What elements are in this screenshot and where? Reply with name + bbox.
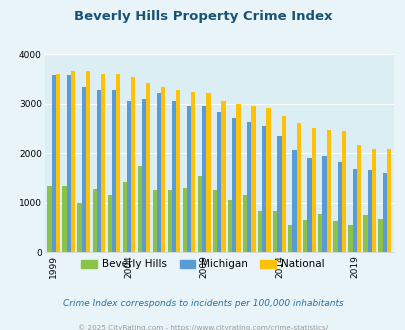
Bar [341,131,345,252]
Bar [377,219,382,252]
Bar [221,101,225,252]
Bar [146,83,150,252]
Bar [303,219,307,252]
Bar [131,77,135,252]
Bar [262,126,266,252]
Bar [81,87,86,252]
Bar [217,112,221,252]
Bar [176,90,180,252]
Bar [51,75,55,252]
Bar [337,162,341,252]
Bar [77,203,81,252]
Bar [266,108,270,252]
Bar [96,89,101,252]
Bar [47,185,51,252]
Bar [232,118,236,252]
Bar [191,91,195,252]
Bar [122,182,126,252]
Bar [206,93,210,252]
Bar [111,90,116,252]
Bar [311,128,315,252]
Bar [152,190,157,252]
Bar [292,150,296,252]
Text: Crime Index corresponds to incidents per 100,000 inhabitants: Crime Index corresponds to incidents per… [62,299,343,308]
Bar [322,156,326,252]
Bar [382,173,386,252]
Bar [187,106,191,252]
Bar [356,145,360,252]
Bar [182,187,187,252]
Text: © 2025 CityRating.com - https://www.cityrating.com/crime-statistics/: © 2025 CityRating.com - https://www.city… [78,324,327,330]
Bar [172,101,176,252]
Bar [167,189,172,252]
Bar [157,93,161,252]
Bar [236,104,240,252]
Bar [126,101,131,252]
Bar [281,116,285,252]
Bar [333,221,337,252]
Bar [101,74,105,252]
Bar [277,136,281,252]
Bar [367,170,371,252]
Bar [197,176,202,252]
Bar [352,169,356,252]
Bar [362,215,367,252]
Bar [243,195,247,252]
Bar [107,194,111,252]
Bar [66,75,71,252]
Bar [273,211,277,252]
Bar [62,185,66,252]
Bar [251,106,255,252]
Bar [86,71,90,252]
Bar [141,100,146,252]
Bar [258,212,262,252]
Bar [307,158,311,252]
Bar [326,130,330,252]
Bar [55,74,60,252]
Bar [247,122,251,252]
Bar [296,123,300,252]
Bar [202,106,206,252]
Text: Beverly Hills Property Crime Index: Beverly Hills Property Crime Index [74,10,331,23]
Bar [71,71,75,252]
Bar [212,190,217,252]
Bar [288,225,292,252]
Bar [137,166,141,252]
Bar [161,87,165,252]
Bar [116,74,120,252]
Bar [92,189,96,252]
Bar [386,148,390,252]
Bar [371,149,375,252]
Legend: Beverly Hills, Michigan, National: Beverly Hills, Michigan, National [77,255,328,274]
Bar [347,225,352,252]
Bar [228,200,232,252]
Bar [318,214,322,252]
